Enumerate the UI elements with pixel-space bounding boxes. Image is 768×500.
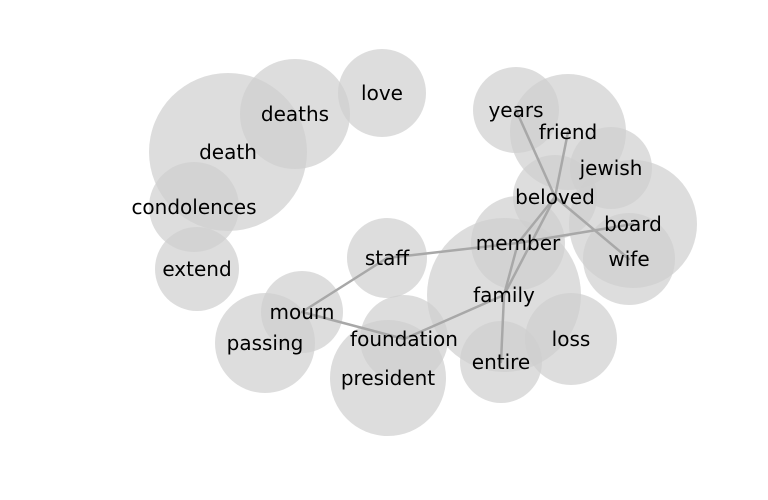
bubble-extend — [155, 227, 239, 311]
word-label-foundation: foundation — [350, 327, 458, 351]
word-label-deaths: deaths — [261, 102, 329, 126]
edge-family-entire — [499, 293, 506, 364]
word-label-mourn: mourn — [270, 300, 335, 324]
bubble-loss — [525, 293, 617, 385]
edge-member-staff — [385, 241, 520, 260]
edge-beloved-wife — [553, 195, 631, 261]
word-label-extend: extend — [162, 257, 231, 281]
bubble-love — [338, 49, 426, 137]
word-label-condolences: condolences — [131, 195, 256, 219]
word-label-passing: passing — [227, 331, 304, 355]
word-label-entire: entire — [472, 350, 530, 374]
word-label-family: family — [473, 283, 535, 307]
edge-years-beloved — [514, 108, 557, 199]
word-label-member: member — [476, 231, 561, 255]
word-label-jewish: jewish — [579, 156, 643, 180]
word-label-love: love — [361, 81, 403, 105]
edge-beloved-member — [516, 195, 557, 245]
edge-mourn-foundation — [300, 310, 406, 341]
word-label-president: president — [341, 366, 435, 390]
edge-member-family — [502, 241, 520, 297]
word-label-loss: loss — [552, 327, 591, 351]
edge-beloved-family — [502, 195, 557, 297]
edge-layer — [300, 108, 635, 364]
word-label-friend: friend — [539, 120, 598, 144]
edge-mourn-staff — [300, 256, 389, 314]
bubble-passing — [215, 293, 315, 393]
word-label-board: board — [604, 212, 662, 236]
bubble-president — [330, 320, 446, 436]
word-label-staff: staff — [365, 246, 411, 270]
word-label-beloved: beloved — [515, 185, 595, 209]
edge-family-foundation — [402, 293, 506, 341]
bubble-deaths — [240, 59, 350, 169]
word-label-years: years — [488, 98, 543, 122]
edge-friend-beloved — [553, 130, 570, 199]
word-label-death: death — [199, 140, 257, 164]
word-label-wife: wife — [608, 247, 649, 271]
edge-member-board — [516, 222, 635, 245]
bubble-condolences — [149, 162, 239, 252]
